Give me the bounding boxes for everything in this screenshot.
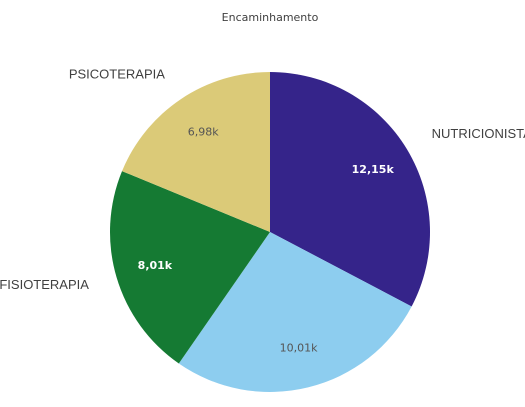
chart-title: Encaminhamento <box>222 11 319 24</box>
pie-slice <box>270 72 430 307</box>
value-label: 12,15k <box>352 163 395 176</box>
value-label: 8,01k <box>138 259 173 272</box>
pie-slice <box>109 171 271 364</box>
category-label: NUTRICIONISTA <box>432 126 525 141</box>
value-label: 6,98k <box>188 125 219 138</box>
category-label: PSICOTERAPIA <box>69 67 165 82</box>
pie-slice <box>122 72 270 232</box>
category-label: FISIOTERAPIA <box>0 277 89 292</box>
pie-slice <box>178 232 412 392</box>
value-label: 10,01k <box>280 342 318 355</box>
